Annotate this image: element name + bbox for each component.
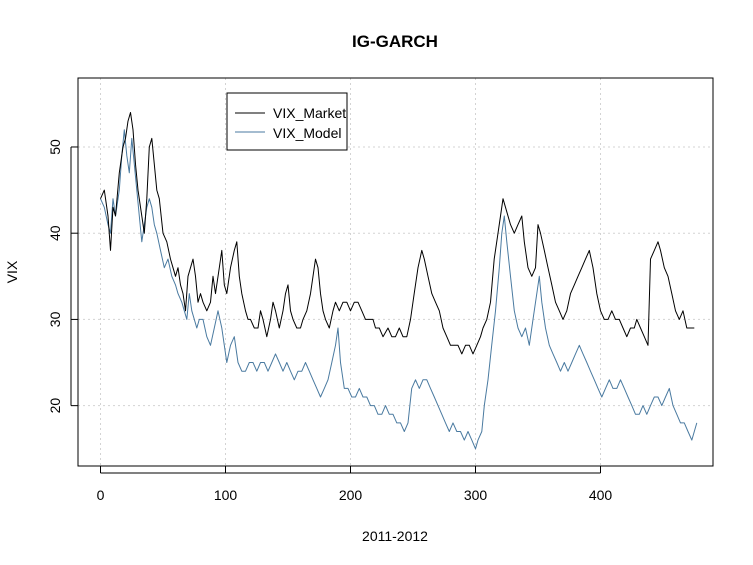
- chart-title: IG-GARCH: [352, 32, 438, 51]
- x-axis-label: 2011-2012: [362, 528, 428, 544]
- x-tick-label: 0: [97, 487, 105, 503]
- legend-label-vix-model: VIX_Model: [273, 125, 341, 141]
- series-line-vix-model: [100, 129, 698, 450]
- legend: VIX_Market VIX_Model: [226, 92, 348, 151]
- x-tick-label: 200: [339, 487, 363, 503]
- y-tick-label: 20: [47, 398, 63, 414]
- plot-border: [77, 77, 714, 467]
- grid-lines: [78, 78, 713, 466]
- y-axis-label: VIX: [4, 260, 20, 283]
- x-axis: 0 100 200 300 400: [97, 466, 613, 503]
- series-layer: [100, 112, 698, 450]
- y-tick-label: 40: [47, 225, 63, 241]
- legend-label-vix-market: VIX_Market: [273, 105, 346, 121]
- series-line-vix-market: [100, 112, 695, 355]
- y-tick-label: 50: [47, 139, 63, 155]
- x-tick-label: 400: [589, 487, 613, 503]
- y-axis: 20 30 40 50: [47, 139, 78, 413]
- x-tick-label: 100: [214, 487, 238, 503]
- legend-box: [226, 92, 348, 151]
- x-tick-label: 300: [464, 487, 488, 503]
- y-tick-label: 30: [47, 311, 63, 327]
